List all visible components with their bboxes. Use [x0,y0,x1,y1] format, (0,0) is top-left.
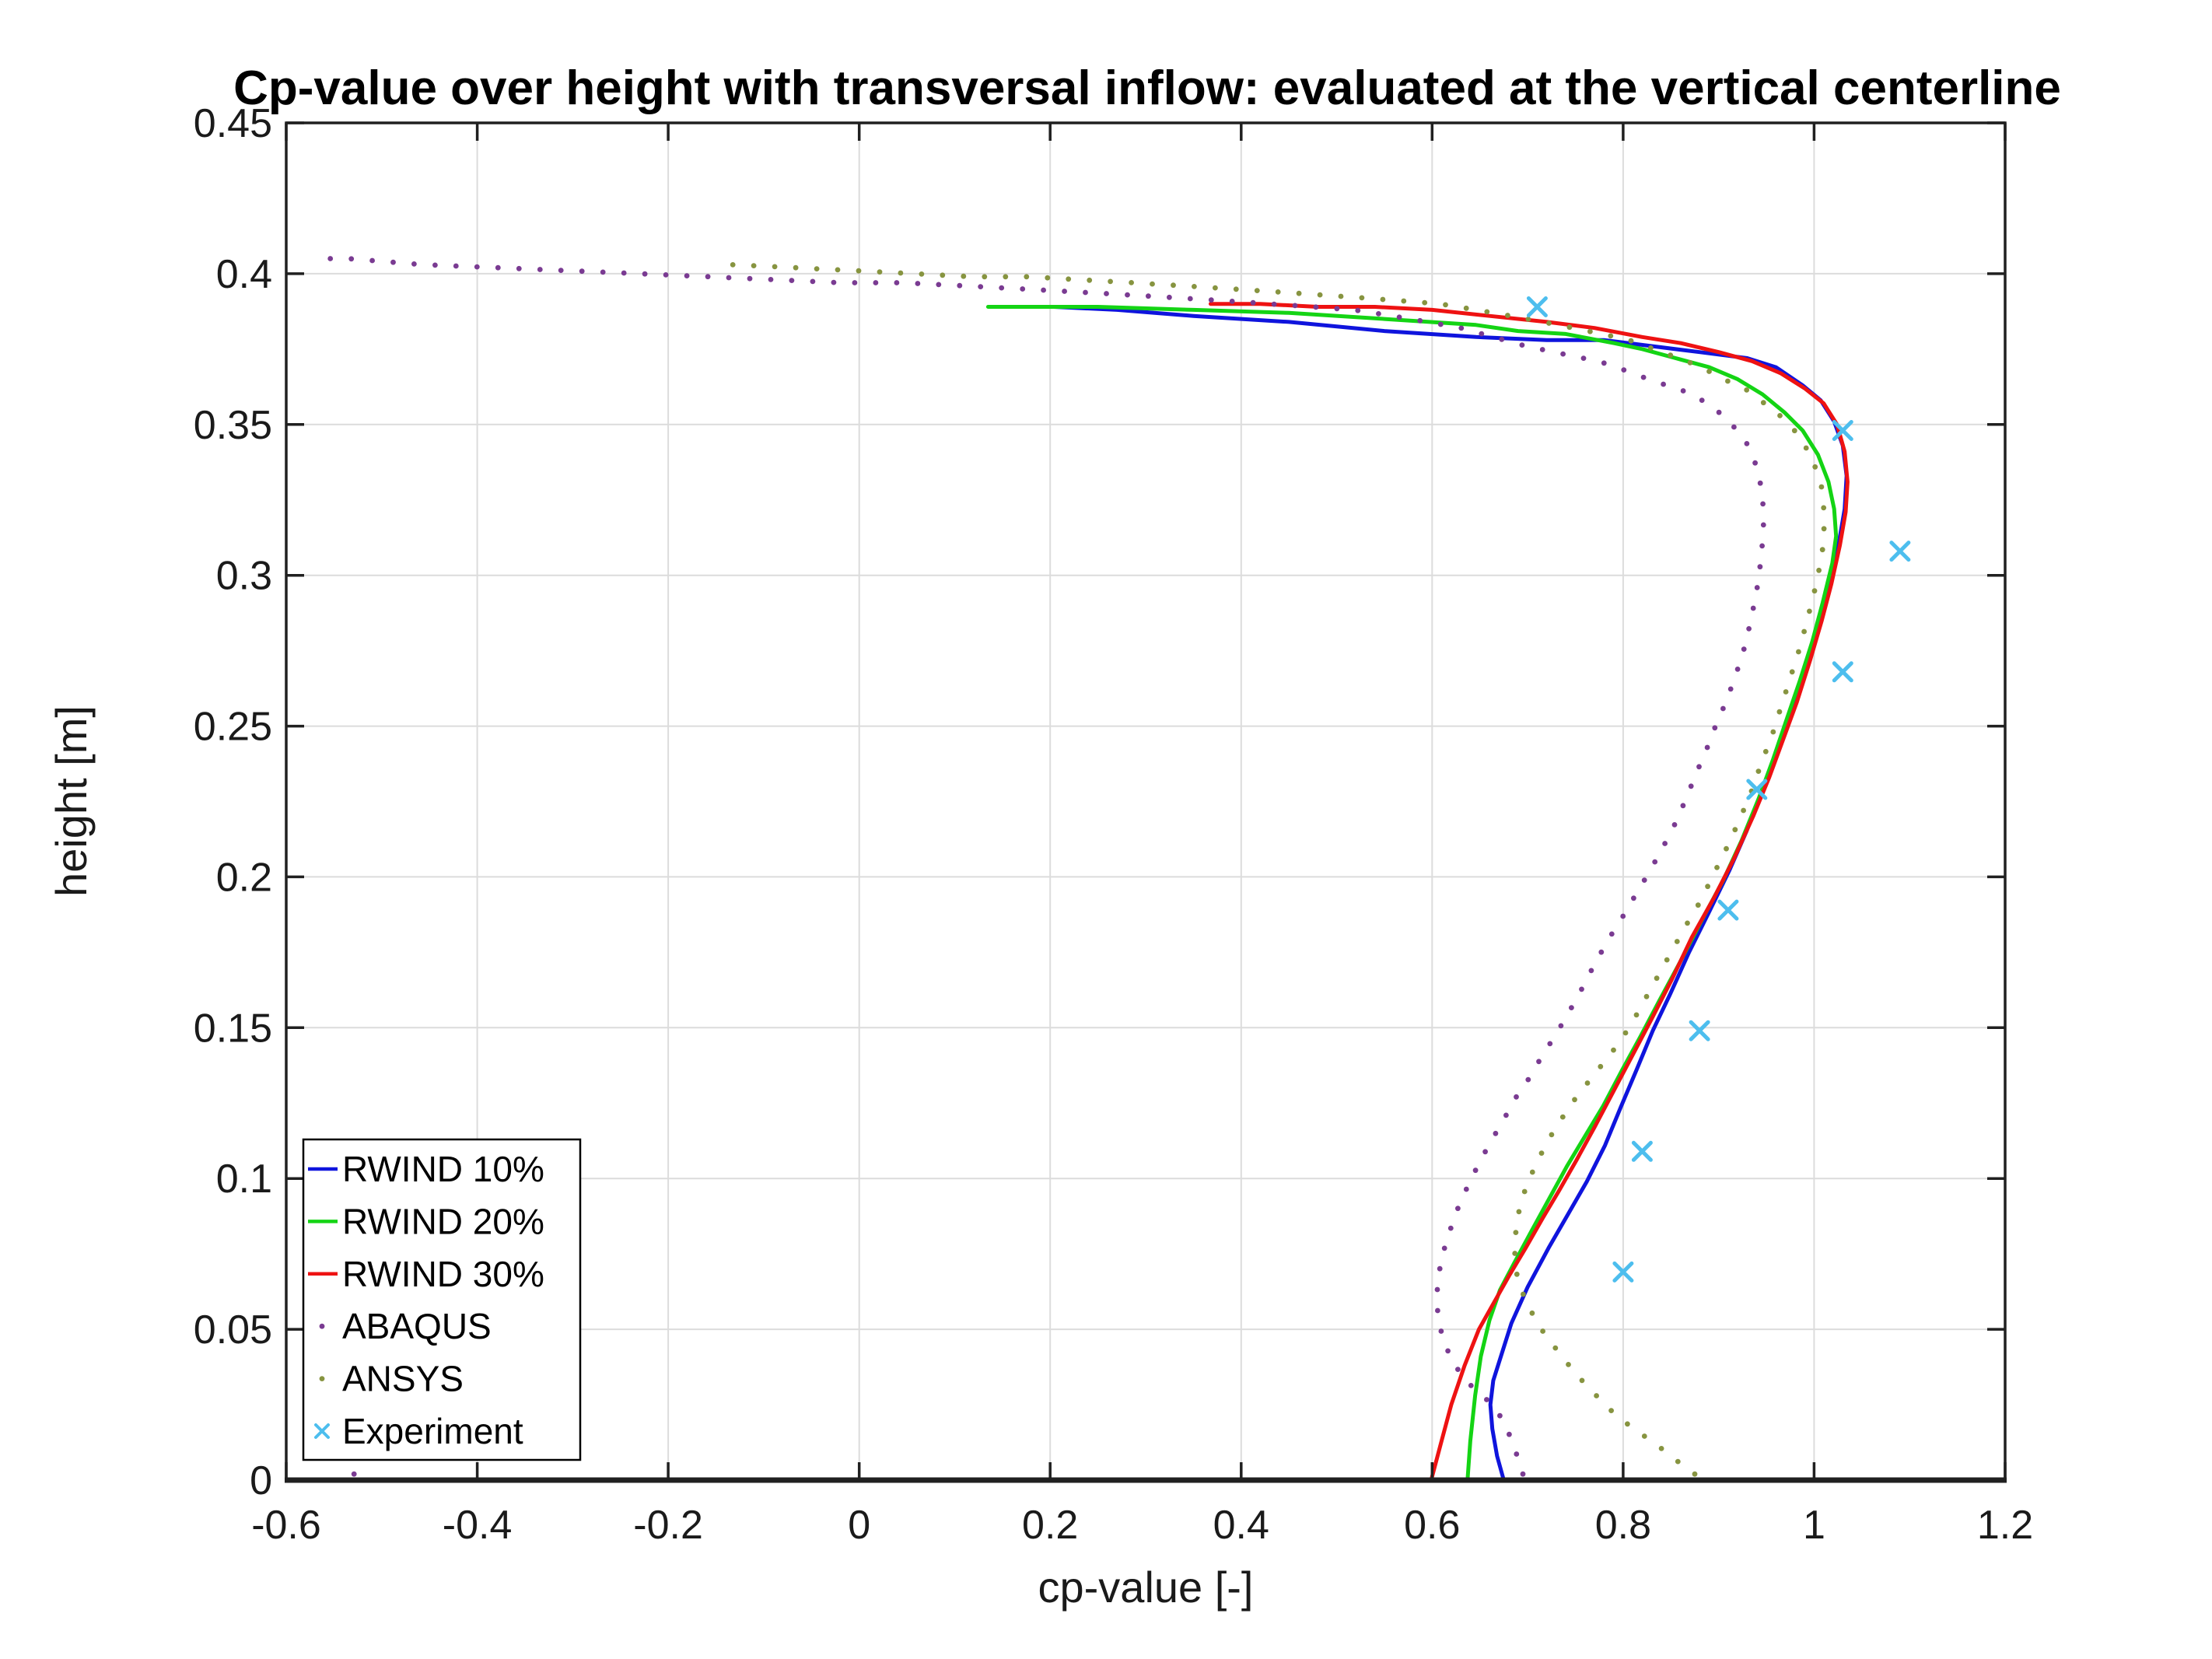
x-axis-label: cp-value [-] [1038,1563,1254,1612]
y-tick-labels: 0 0.05 0.1 0.15 0.2 0.25 0.3 0.35 0.4 0.45 [194,101,272,1503]
legend-item-rwind-10: RWIND 10% [308,1149,544,1189]
series-rwind-20 [985,305,1839,1482]
legend-label: RWIND 10% [342,1149,544,1189]
x-tick-label: 1.2 [1977,1503,2033,1548]
y-tick-label: 0.15 [194,1006,272,1051]
axes-box [285,121,2007,1483]
y-tick-label: 0.35 [194,403,272,448]
y-tick-label: 0.05 [194,1307,272,1353]
x-tick-labels: -0.6 -0.4 -0.2 0 0.2 0.4 0.6 0.8 1 1.2 [251,1503,2033,1548]
y-tick-label: 0.2 [216,855,272,900]
legend-item-ansys: ANSYS [319,1359,464,1399]
y-tick-label: 0.25 [194,705,272,750]
x-tick-label: 1 [1803,1503,1825,1548]
legend-item-experiment: Experiment [314,1411,523,1451]
legend-item-abaqus: ABAQUS [319,1306,492,1346]
legend-item-rwind-20: RWIND 20% [308,1201,544,1241]
x-tick-label: -0.2 [633,1503,703,1548]
x-tick-label: 0.6 [1404,1503,1460,1548]
series-rwind-30 [1209,302,1850,1482]
y-axis-label: height [m] [47,705,96,897]
x-tick-label: -0.6 [251,1503,321,1548]
legend-label: RWIND 20% [342,1201,544,1241]
x-tick-label: 0.8 [1595,1503,1651,1548]
tick-marks [285,121,2007,1482]
y-tick-label: 0.45 [194,101,272,146]
legend-label: ANSYS [342,1359,464,1399]
y-tick-label: 0.1 [216,1157,272,1202]
series-ansys [730,262,1827,1477]
y-tick-label: 0.3 [216,554,272,599]
x-tick-label: 0.2 [1022,1503,1078,1548]
series-experiment [1526,296,1911,1283]
series-abaqus [327,256,1766,1477]
legend-label: RWIND 30% [342,1254,544,1294]
x-tick-label: -0.4 [443,1503,513,1548]
legend-item-rwind-30: RWIND 30% [308,1254,544,1294]
chart-title: Cp-value over height with transversal in… [233,61,2061,115]
legend: RWIND 10% RWIND 20% RWIND 30% ABAQUS ANSYS Ex… [302,1138,582,1461]
legend-label: ABAQUS [342,1306,492,1346]
legend-label: Experiment [342,1411,523,1451]
y-tick-label: 0.4 [216,252,272,297]
x-tick-label: 0.4 [1213,1503,1269,1548]
y-tick-label: 0 [250,1458,272,1503]
series-rwind-10 [1052,305,1849,1482]
x-tick-label: 0 [848,1503,870,1548]
